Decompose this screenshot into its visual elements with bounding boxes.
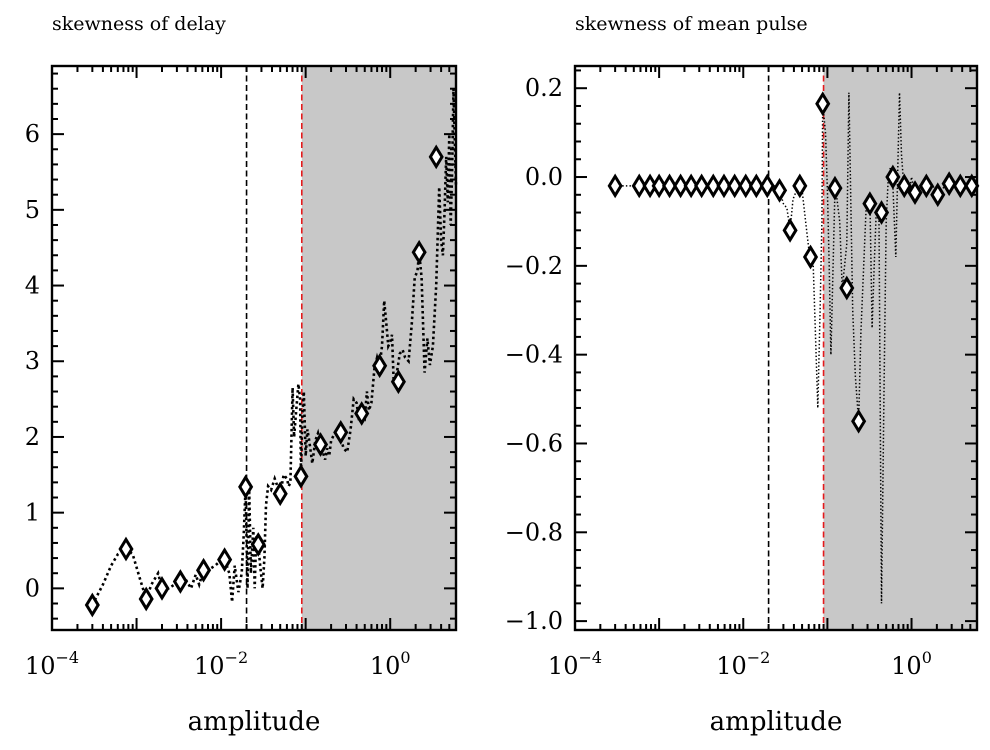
marker-17 [802,244,819,270]
shaded-area [301,66,456,630]
marker-13 [354,401,370,426]
shaded-region [823,66,977,630]
y-tick-label: −0.4 [505,341,563,369]
marker-2 [138,586,154,612]
marker-24 [885,164,901,190]
marker-0 [607,173,623,199]
diamond-markers [84,144,444,618]
panel-title: skewness of delay [52,13,226,35]
y-tick-label: 3 [25,347,40,375]
marker-3 [651,173,667,199]
y-tick-labels: 0 1 2 3 4 5 6 [25,120,40,602]
y-tick-label: −0.2 [505,252,563,280]
marker-5 [673,173,689,199]
marker-21 [851,408,867,434]
marker-18 [815,91,831,117]
x-tick-labels: 10−4 10−2 100 [25,648,411,680]
marker-1 [118,536,134,562]
marker-29 [941,171,957,197]
diamond-markers [607,91,980,434]
marker-9 [716,173,732,199]
axes-border [50,64,458,632]
chart-panel-skewness-of-delay: 0 1 2 3 4 5 6 10−4 10−2 100 skewness of delay am… [25,13,458,737]
chart-panel-skewness-of-mean-pulse: 0.2 0.0 −0.2 −0.4 −0.6 −0.8 −1.0 10−4 10−2 100 s… [505,13,980,737]
marker-10 [727,173,743,199]
axis-ticks [574,66,978,630]
marker-25 [896,173,912,199]
y-tick-label: 0.0 [525,163,563,191]
y-tick-label: 6 [25,120,40,148]
marker-8 [705,173,721,199]
marker-6 [683,173,699,199]
marker-3 [154,575,170,601]
marker-20 [839,275,855,301]
marker-4 [661,173,678,199]
shaded-region [301,66,456,630]
marker-19 [827,175,843,201]
marker-4 [172,569,188,594]
marker-14 [772,177,788,203]
marker-7 [694,173,710,199]
marker-14 [372,353,388,379]
y-tick-label: −1.0 [505,607,563,635]
marker-0 [84,592,100,618]
x-axis-label: amplitude [710,707,843,737]
marker-16 [792,173,808,199]
marker-8 [250,532,266,557]
marker-12 [333,420,349,445]
x-tick-label: 10−4 [25,648,79,680]
y-tick-label: −0.6 [505,429,563,457]
y-tick-label: 1 [25,499,40,527]
marker-26 [907,180,923,205]
y-tick-label: −0.8 [505,518,563,546]
x-tick-label: 10−4 [548,648,602,680]
marker-9 [272,481,288,507]
marker-17 [428,144,444,170]
marker-16 [411,239,427,265]
x-tick-labels: 10−4 10−2 100 [548,648,932,680]
y-tick-label: 2 [25,423,40,451]
y-tick-label: 4 [25,272,40,300]
marker-27 [918,173,934,199]
marker-5 [195,557,212,583]
panel-title: skewness of mean pulse [575,13,808,35]
y-tick-label: 0 [25,574,40,602]
marker-22 [862,191,878,217]
x-tick-label: 100 [370,648,411,680]
marker-11 [312,432,329,457]
x-tick-label: 10−2 [716,648,770,680]
axes-frame [573,64,979,632]
axis-ticks [51,66,457,630]
axes-border [573,64,979,632]
shaded-area [823,66,977,630]
marker-7 [238,474,254,500]
marker-1 [631,173,647,199]
marker-15 [390,369,406,395]
axes-frame [50,64,458,632]
marker-10 [293,463,309,489]
marker-28 [930,182,946,208]
marker-23 [873,200,890,225]
marker-30 [952,173,968,199]
y-tick-label: 0.2 [525,74,563,102]
marker-11 [738,173,754,199]
x-tick-label: 10−2 [194,648,248,680]
y-tick-labels: 0.2 0.0 −0.2 −0.4 −0.6 −0.8 −1.0 [505,74,563,635]
vertical-reference-lines [767,66,825,630]
x-tick-label: 100 [891,648,932,680]
marker-15 [782,217,798,243]
y-tick-label: 5 [25,196,40,224]
marker-13 [759,173,775,199]
marker-6 [217,547,233,572]
marker-12 [748,173,764,199]
x-axis-label: amplitude [188,707,321,737]
